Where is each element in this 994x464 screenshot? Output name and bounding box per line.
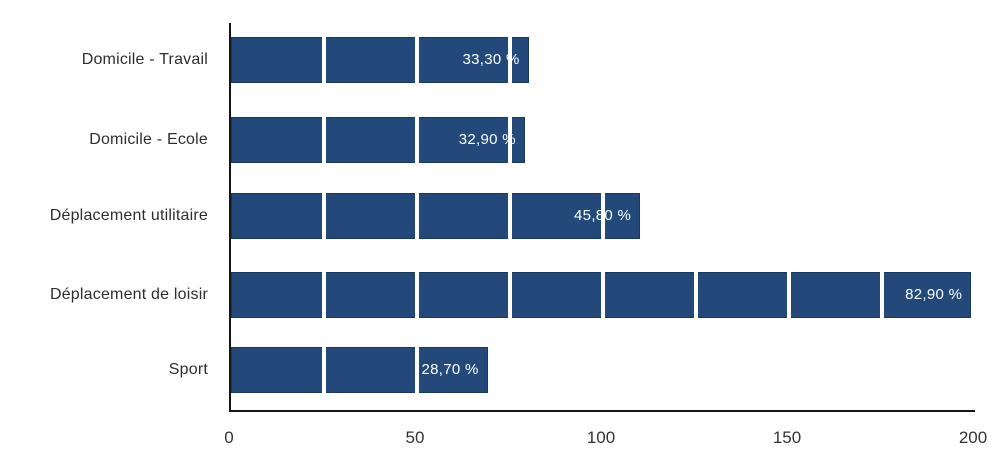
bar-value-label-3: 82,90 % [905,286,963,303]
category-label-2: Déplacement utilitaire [49,207,208,224]
x-tick-label-150: 150 [772,428,802,447]
bar-value-label-4: 28,70 % [421,361,479,378]
category-label-3: Déplacement de loisir [49,286,208,303]
gridline-75 [508,23,512,410]
gridline-125 [694,23,698,410]
x-tick-label-0: 0 [224,428,234,447]
bar-0 [231,37,529,83]
bar-1 [231,117,525,163]
bar-value-label-1: 32,90 % [458,131,516,148]
gridline-150 [787,23,791,410]
x-tick-label-100: 100 [586,428,616,447]
category-label-1: Domicile - Ecole [89,131,208,148]
bar-4 [231,347,488,393]
plot-area: 33,30 % 32,90 % 45,80 % 82,90 % 28,70 % [229,23,975,412]
gridline-50 [415,23,419,410]
category-label-4: Sport [168,361,208,378]
x-tick-label-50: 50 [405,428,425,447]
gridline-25 [322,23,326,410]
gridline-100 [601,23,605,410]
gridline-175 [880,23,884,410]
x-tick-label-200: 200 [958,428,988,447]
bar-value-label-0: 33,30 % [462,51,520,68]
bar-2 [231,193,641,239]
category-label-0: Domicile - Travail [81,51,208,68]
bar-value-label-2: 45,80 % [574,207,632,224]
